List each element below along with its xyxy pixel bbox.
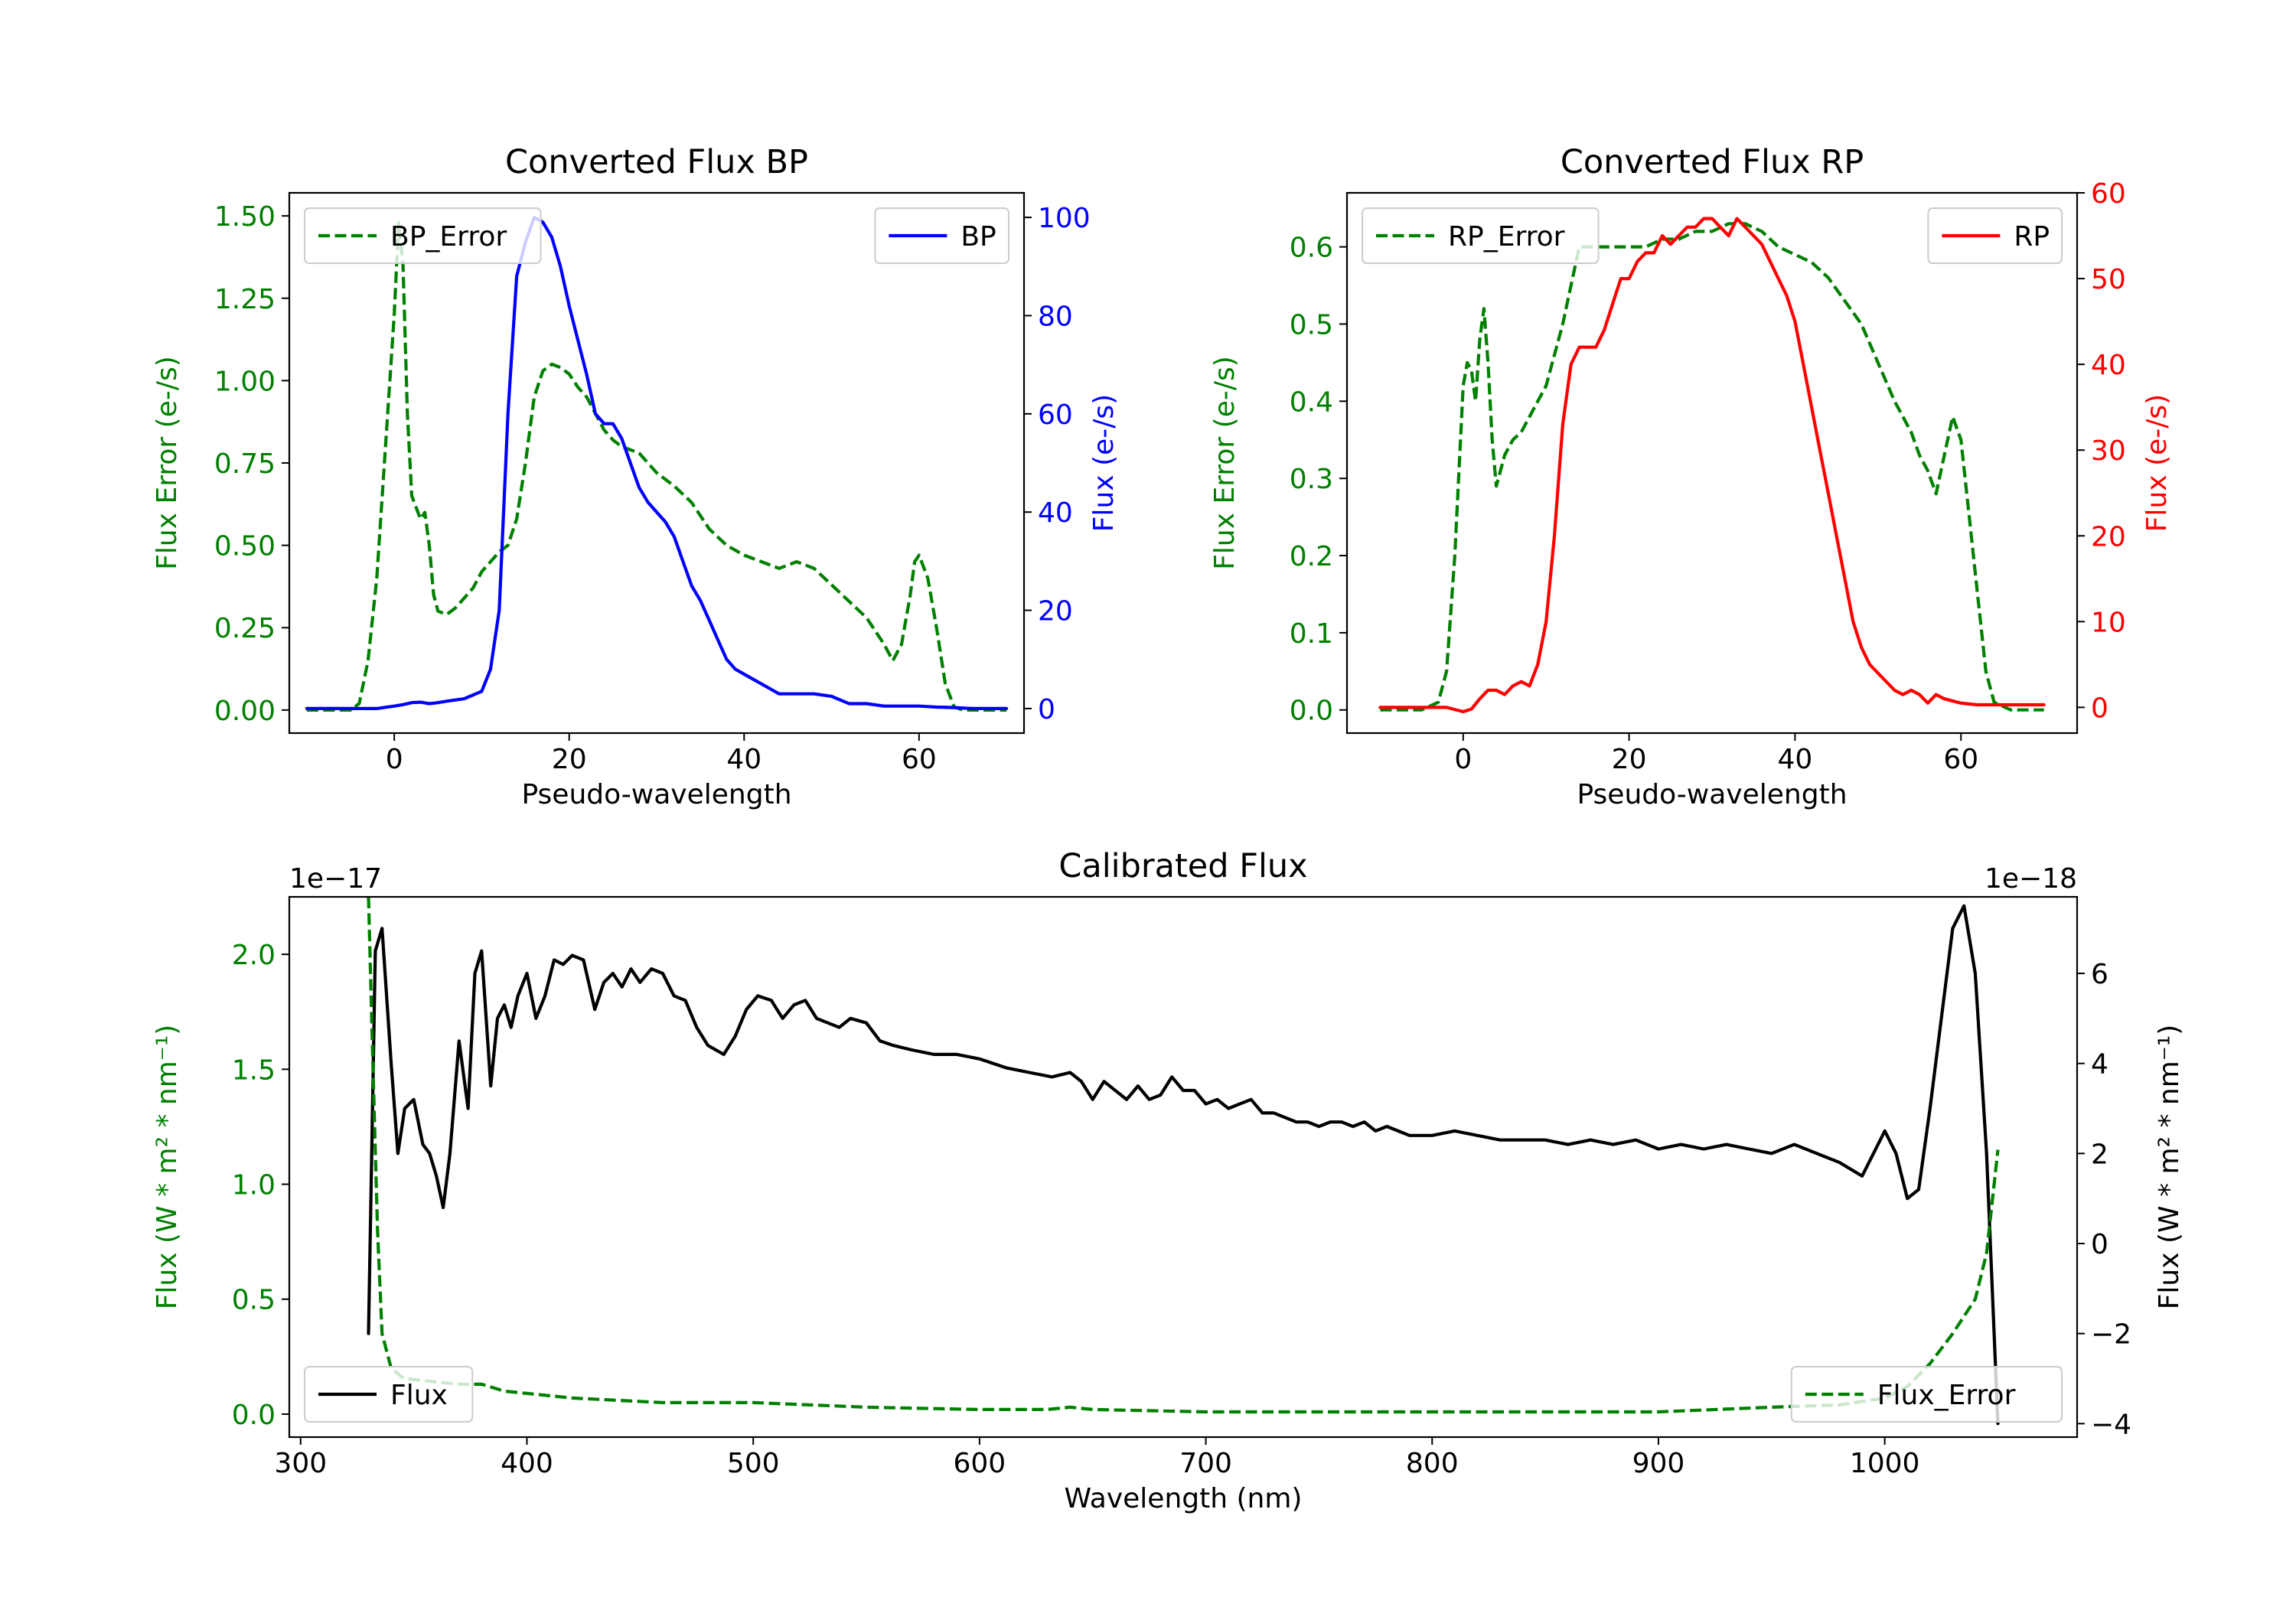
cal-xtick-label: 700 xyxy=(1179,1448,1232,1479)
bp-right-ytick-label: 0 xyxy=(1038,694,1055,725)
rp-right-ytick-label: 50 xyxy=(2091,264,2126,295)
bp-left-ytick-label: 1.25 xyxy=(214,284,276,315)
rp-left-ytick-label: 0.3 xyxy=(1290,464,1333,495)
rp-legend-box xyxy=(1362,207,1600,264)
rp-axes-frame xyxy=(1345,191,2079,735)
cal-legend-box xyxy=(1790,1366,2063,1423)
cal-xtick-label: 600 xyxy=(954,1448,1006,1479)
bp-xtick-label: 0 xyxy=(386,744,403,775)
bp-series-bp-error xyxy=(306,220,1007,712)
bp-legend-1: BP xyxy=(874,207,1009,264)
cal-right-ytick-label: 6 xyxy=(2091,959,2108,990)
rp-legend-1: RP xyxy=(1927,207,2063,264)
cal-legend-0: Flux xyxy=(304,1366,474,1423)
rp-xtick-label: 60 xyxy=(1943,744,1978,775)
bp-left-ytick-label: 0.00 xyxy=(214,696,276,727)
cal-left-ytick-label: 2.0 xyxy=(232,940,276,971)
bp-xlabel: Pseudo-wavelength xyxy=(521,779,791,810)
rp-left-ytick-label: 0.1 xyxy=(1290,618,1333,650)
rp-left-ytick-label: 0.0 xyxy=(1290,696,1333,727)
cal-legend-label: Flux_Error xyxy=(1877,1380,2016,1411)
cal-right-ytick-label: −4 xyxy=(2091,1409,2131,1440)
rp-series-rp-error xyxy=(1380,222,2044,712)
cal-title: Calibrated Flux xyxy=(1058,847,1307,885)
rp-left-ytick-label: 0.5 xyxy=(1290,309,1333,341)
rp-legend-label: RP xyxy=(2014,221,2050,253)
cal-panel: 300 400 500 600 700 800 900 1000 0.0 0.5 1.0 1.5 2.0… xyxy=(152,847,2185,1514)
cal-xtick-label: 500 xyxy=(727,1448,780,1479)
cal-right-ytick-label: 4 xyxy=(2091,1049,2108,1081)
rp-left-ylabel: Flux Error (e-/s) xyxy=(1209,356,1241,570)
cal-legend-box xyxy=(304,1366,474,1423)
rp-xtick-label: 0 xyxy=(1454,744,1472,775)
bp-left-ytick-label: 0.75 xyxy=(214,448,276,480)
cal-right-ytick-label: 2 xyxy=(2091,1139,2108,1170)
rp-right-ytick-label: 20 xyxy=(2091,521,2126,553)
bp-right-ytick-label: 40 xyxy=(1038,497,1073,529)
cal-xtick-label: 1000 xyxy=(1850,1448,1920,1479)
rp-xtick-label: 20 xyxy=(1612,744,1647,775)
cal-legend-label: Flux xyxy=(390,1380,448,1411)
bp-left-ytick-label: 0.50 xyxy=(214,531,276,562)
bp-right-ytick-label: 100 xyxy=(1038,203,1091,234)
cal-right-ytick-label: −2 xyxy=(2091,1319,2131,1351)
cal-left-offset-text: 1e−17 xyxy=(289,863,382,895)
rp-right-ytick-label: 60 xyxy=(2091,178,2126,210)
bp-legend-label: BP xyxy=(960,221,996,253)
bp-xtick-label: 60 xyxy=(902,744,937,775)
bp-panel: 0 20 40 60 0.00 0.25 0.50 0.75 1.00 1.25 1.50 0 20 40… xyxy=(152,143,1120,810)
cal-left-ytick-label: 0.0 xyxy=(232,1400,276,1431)
bp-right-ytick-label: 20 xyxy=(1038,596,1073,627)
bp-legend-box xyxy=(304,207,542,264)
rp-panel: 0 20 40 60 0.0 0.1 0.2 0.3 0.4 0.5 0.6 0 10 20 30 40 50 6… xyxy=(1209,143,2173,810)
rp-left-ytick-label: 0.4 xyxy=(1290,386,1333,418)
rp-xtick-label: 40 xyxy=(1778,744,1813,775)
bp-legend-0: BP_Error xyxy=(304,207,542,264)
cal-right-offset-text: 1e−18 xyxy=(1985,863,2077,895)
rp-title: Converted Flux RP xyxy=(1561,143,1864,181)
cal-xtick-label: 400 xyxy=(501,1448,553,1479)
bp-series-bp xyxy=(305,216,1009,711)
rp-right-ylabel: Flux (e-/s) xyxy=(2141,394,2173,532)
rp-right-ytick-label: 0 xyxy=(2091,693,2108,724)
cal-xtick-label: 300 xyxy=(274,1448,327,1479)
cal-xtick-label: 900 xyxy=(1632,1448,1685,1479)
rp-right-ytick-label: 40 xyxy=(2091,350,2126,381)
bp-xtick-label: 20 xyxy=(552,744,587,775)
cal-left-ytick-label: 1.0 xyxy=(232,1170,276,1201)
rp-legend-0: RP_Error xyxy=(1362,207,1600,264)
rp-data-area xyxy=(1378,217,2046,714)
bp-xtick-label: 40 xyxy=(726,744,762,775)
bp-left-ytick-label: 1.50 xyxy=(214,201,276,233)
cal-left-ytick-label: 0.5 xyxy=(232,1285,276,1316)
bp-right-ytick-label: 80 xyxy=(1038,301,1073,332)
rp-right-ytick-label: 30 xyxy=(2091,435,2126,467)
rp-left-ytick-label: 0.2 xyxy=(1290,541,1333,572)
cal-left-ytick-label: 1.5 xyxy=(232,1054,276,1086)
rp-left-ytick-label: 0.6 xyxy=(1290,233,1333,264)
bp-title: Converted Flux BP xyxy=(505,143,808,181)
cal-right-ytick-label: 0 xyxy=(2091,1229,2108,1260)
cal-right-ylabel: Flux (W * m² * nm⁻¹) xyxy=(2154,1025,2185,1310)
bp-left-ylabel: Flux Error (e-/s) xyxy=(152,356,183,570)
cal-xtick-label: 800 xyxy=(1406,1448,1459,1479)
bp-data-area xyxy=(305,216,1009,712)
bp-legend-label: BP_Error xyxy=(390,221,507,253)
rp-legend-label: RP_Error xyxy=(1448,221,1565,253)
bp-right-ylabel: Flux (e-/s) xyxy=(1088,394,1120,532)
rp-xlabel: Pseudo-wavelength xyxy=(1577,779,1847,810)
cal-xlabel: Wavelength (nm) xyxy=(1065,1483,1303,1514)
rp-series-rp xyxy=(1378,217,2046,714)
cal-left-ylabel: Flux (W * m² * nm⁻¹) xyxy=(152,1025,183,1310)
bp-left-ytick-label: 1.00 xyxy=(214,366,276,397)
bp-right-ytick-label: 60 xyxy=(1038,399,1073,431)
bp-left-ytick-label: 0.25 xyxy=(214,613,276,644)
cal-series-flux xyxy=(367,904,2000,1426)
rp-right-ytick-label: 10 xyxy=(2091,607,2126,638)
cal-legend-1: Flux_Error xyxy=(1790,1366,2063,1423)
cal-axes-frame xyxy=(288,895,2079,1439)
